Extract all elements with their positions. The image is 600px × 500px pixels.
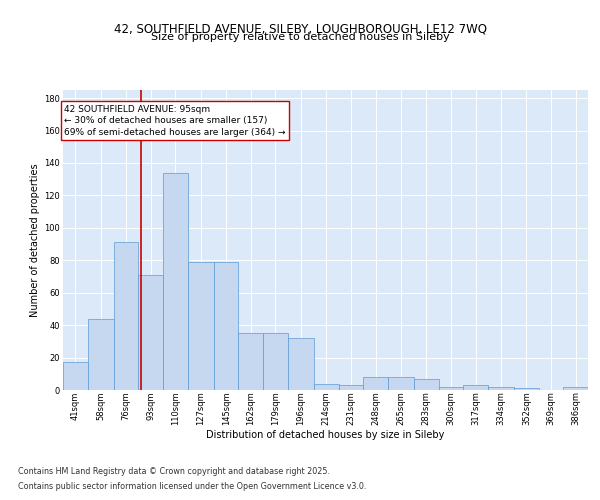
- Text: Size of property relative to detached houses in Sileby: Size of property relative to detached ho…: [151, 32, 449, 42]
- Bar: [139, 275, 163, 390]
- Y-axis label: Number of detached properties: Number of detached properties: [30, 163, 40, 317]
- Bar: [514, 388, 539, 390]
- Bar: [488, 387, 514, 390]
- Text: 42, SOUTHFIELD AVENUE, SILEBY, LOUGHBOROUGH, LE12 7WQ: 42, SOUTHFIELD AVENUE, SILEBY, LOUGHBORO…: [113, 22, 487, 36]
- Bar: [338, 385, 363, 390]
- X-axis label: Distribution of detached houses by size in Sileby: Distribution of detached houses by size …: [206, 430, 445, 440]
- Bar: [463, 385, 488, 390]
- Bar: [163, 172, 188, 390]
- Bar: [363, 377, 388, 390]
- Bar: [114, 242, 139, 390]
- Bar: [288, 338, 314, 390]
- Bar: [439, 387, 463, 390]
- Bar: [188, 262, 214, 390]
- Bar: [414, 378, 439, 390]
- Bar: [214, 262, 238, 390]
- Bar: [238, 333, 263, 390]
- Text: Contains HM Land Registry data © Crown copyright and database right 2025.: Contains HM Land Registry data © Crown c…: [18, 467, 330, 476]
- Text: 42 SOUTHFIELD AVENUE: 95sqm
← 30% of detached houses are smaller (157)
69% of se: 42 SOUTHFIELD AVENUE: 95sqm ← 30% of det…: [64, 104, 286, 137]
- Bar: [88, 318, 114, 390]
- Text: Contains public sector information licensed under the Open Government Licence v3: Contains public sector information licen…: [18, 482, 367, 491]
- Bar: [563, 387, 588, 390]
- Bar: [63, 362, 88, 390]
- Bar: [314, 384, 338, 390]
- Bar: [263, 333, 288, 390]
- Bar: [388, 377, 414, 390]
